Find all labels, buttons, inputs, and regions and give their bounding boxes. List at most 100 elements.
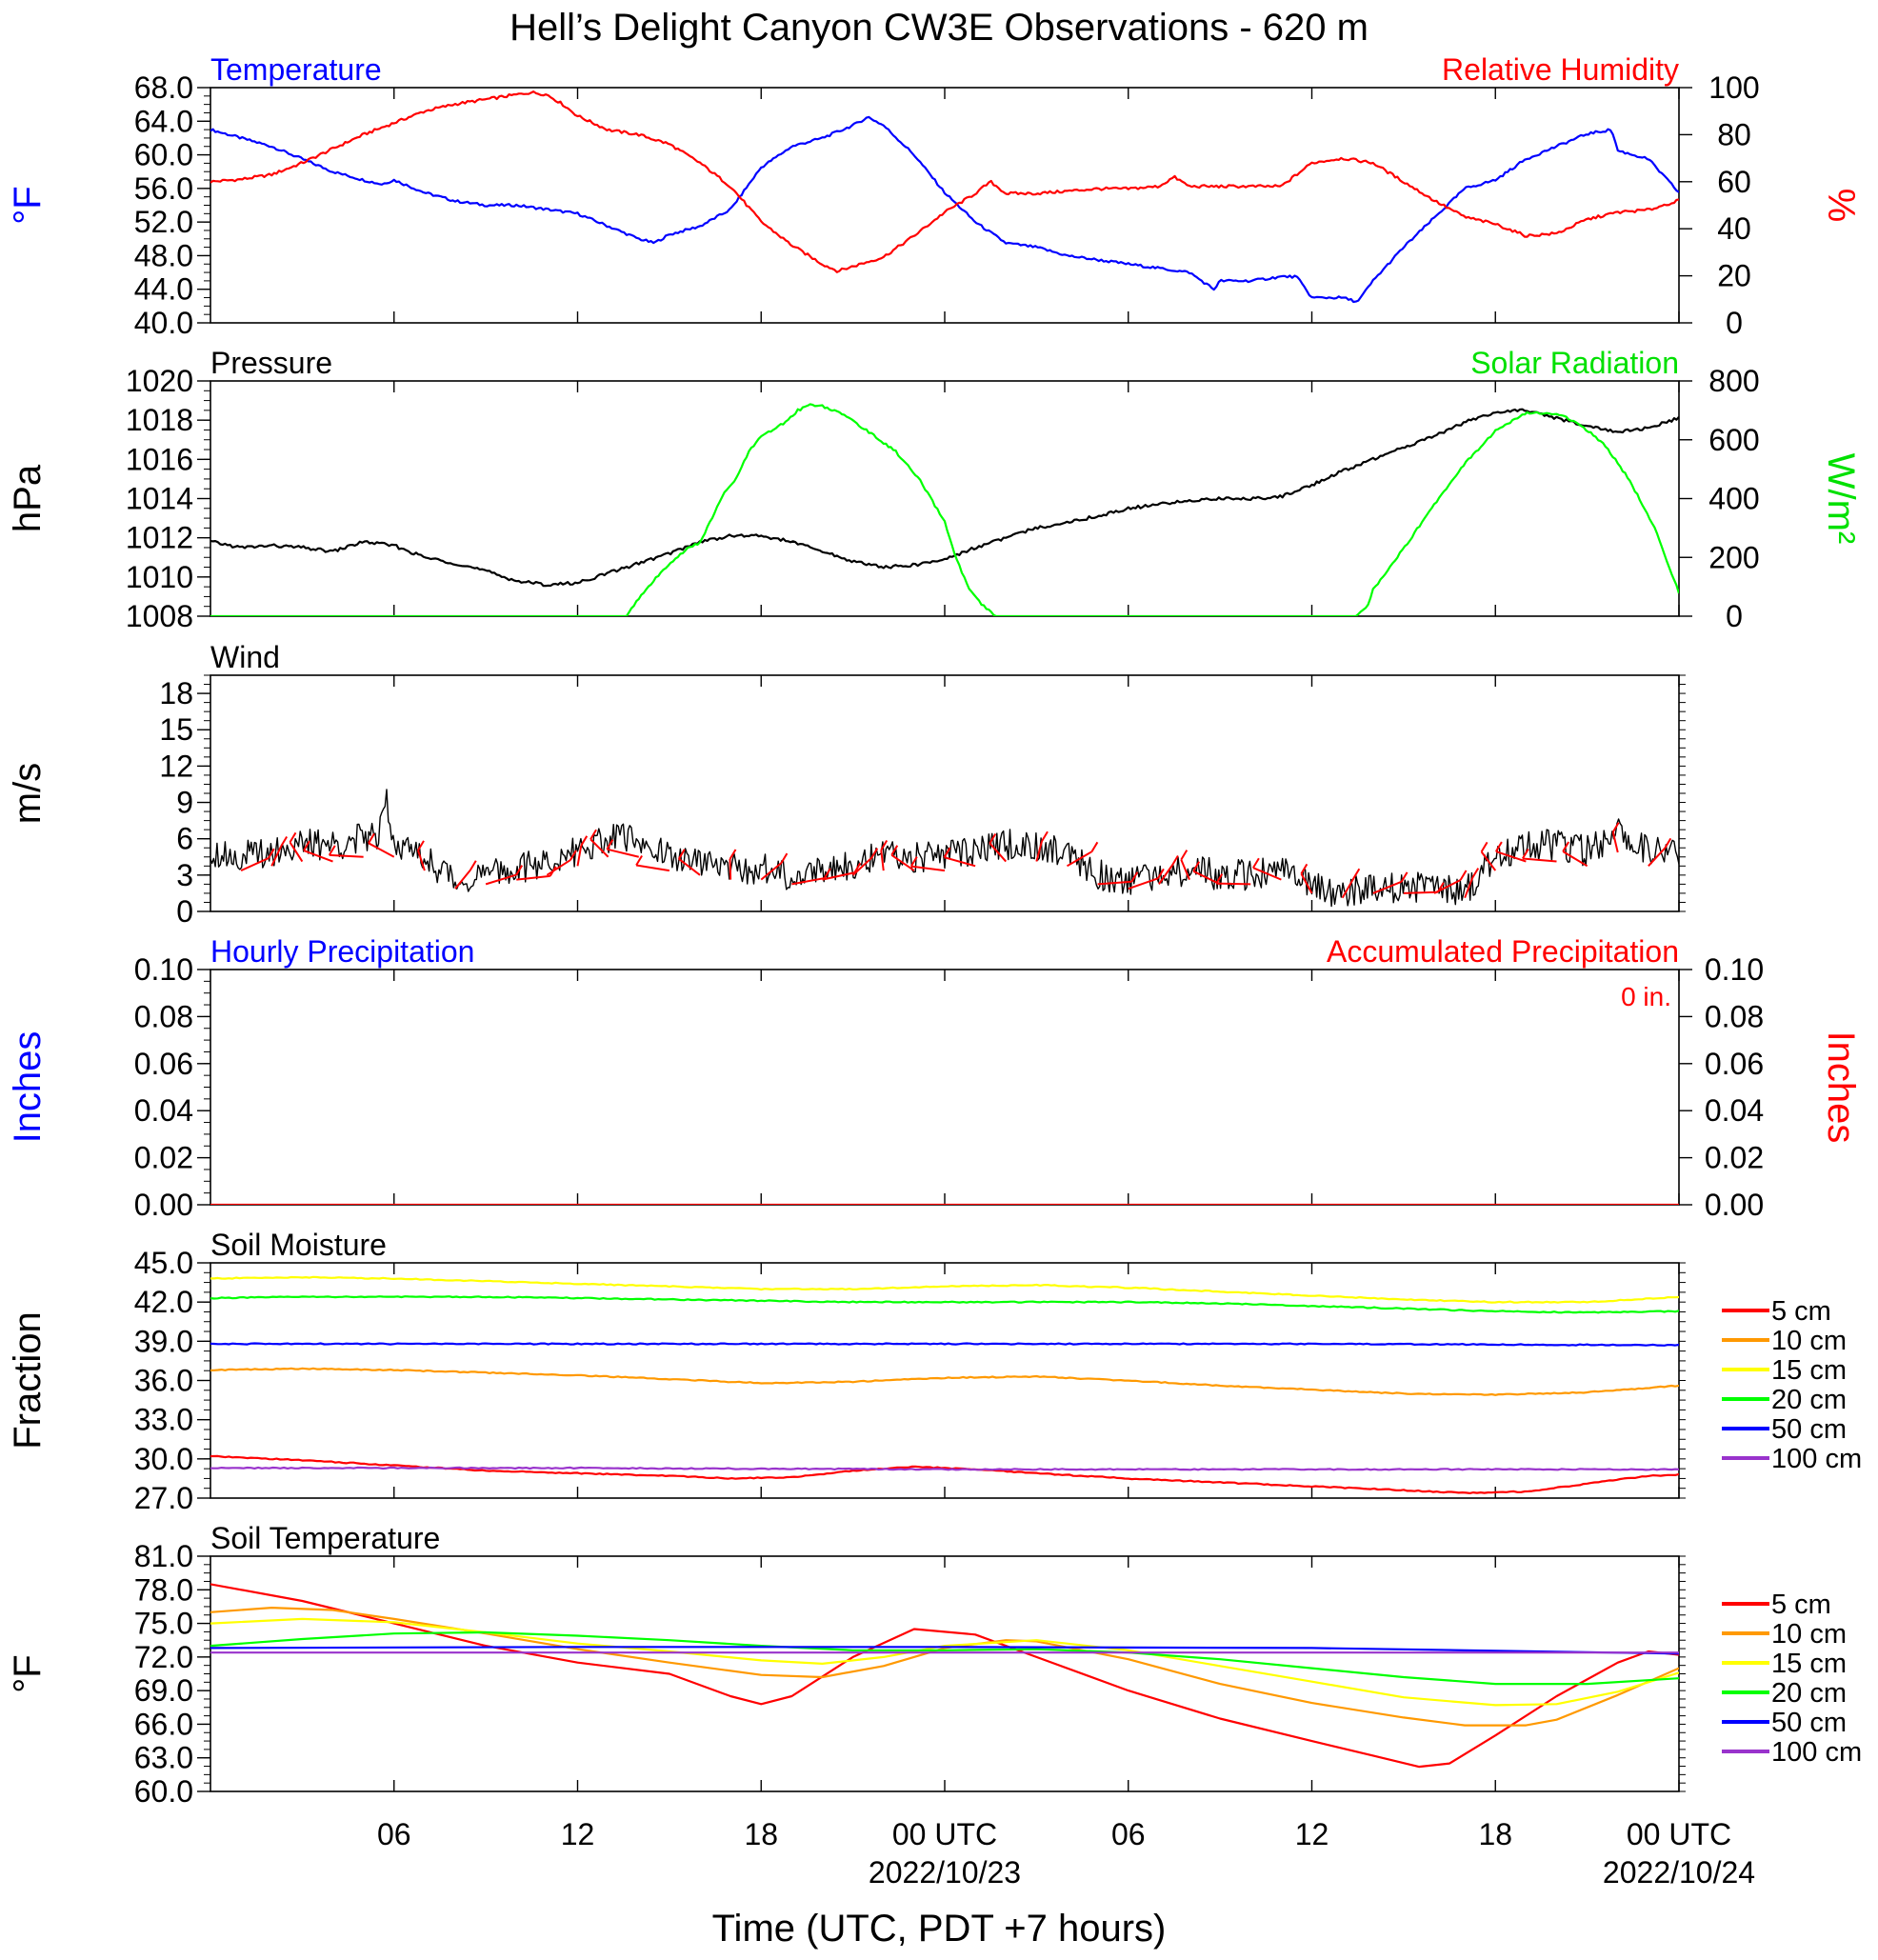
precipitation-left-tick-label: 0.04 xyxy=(134,1093,193,1128)
wind-barb-feather xyxy=(823,868,831,879)
wind-barb xyxy=(289,841,304,863)
wind-barb-feather xyxy=(569,850,577,861)
precipitation-frame xyxy=(210,969,1680,1206)
wind-barb-feather xyxy=(880,840,889,851)
temperature-humidity-left-tick-label: 52.0 xyxy=(134,205,193,239)
temperature-humidity-ylabel-right: % xyxy=(1820,189,1862,223)
precipitation-panel: 0.00 0.02 0.04 0.06 0.08 0.10 0.00 0.02 0.04 0.06… xyxy=(7,934,1862,1222)
temperature-humidity-right-tick-label: 60 xyxy=(1717,165,1751,199)
pressure-solar-left-tick-label: 1008 xyxy=(126,599,193,633)
pressure-solar-title-right: Solar Radiation xyxy=(1470,346,1679,380)
soil-moisture-left-tick-label: 27.0 xyxy=(134,1481,193,1515)
pressure-solar-right-tick-label: 800 xyxy=(1708,364,1759,398)
wind-barb-feather xyxy=(580,835,589,847)
wind-barb xyxy=(944,856,976,868)
wind-left-tick-label: 12 xyxy=(159,749,193,783)
temperature-humidity-left-tick-label: 40.0 xyxy=(134,306,193,340)
wind-barb-feather xyxy=(268,848,275,859)
soil-temperature-legend-label: 10 cm xyxy=(1771,1619,1847,1650)
wind-barb xyxy=(760,862,783,881)
wind-barb xyxy=(910,865,946,872)
wind-barb xyxy=(1341,877,1355,899)
precipitation-title-right: Accumulated Precipitation xyxy=(1327,934,1679,969)
soil-temperature-panel: 60.063.066.069.072.075.078.081.0 Soil Tem… xyxy=(7,1521,1862,1809)
wind-barb-feather xyxy=(1471,868,1480,879)
x-tick-label: 12 xyxy=(561,1817,595,1851)
wind-barb-feather xyxy=(890,845,899,856)
wind-barb xyxy=(1158,864,1173,885)
soil-temperature-series-5-cm xyxy=(210,1583,1679,1769)
wind-barb-feather xyxy=(1215,873,1224,885)
x-date-label: 2022/10/23 xyxy=(869,1855,1021,1890)
wind-barb-feather xyxy=(1521,849,1529,860)
precipitation-right-tick-label: 0.04 xyxy=(1705,1093,1764,1128)
pressure-solar-left-tick-label: 1014 xyxy=(126,482,193,516)
soil-moisture-left-tick-label: 30.0 xyxy=(134,1442,193,1476)
precipitation-left-tick-label: 0.10 xyxy=(134,952,193,987)
wind-barb-feather xyxy=(1157,868,1165,879)
wind-left-tick-label: 3 xyxy=(176,858,193,892)
wind-barb xyxy=(1562,850,1588,868)
soil-moisture-series-group xyxy=(210,1275,1679,1494)
wind-barb xyxy=(822,871,855,881)
wind-barb xyxy=(329,853,364,858)
soil-temperature-legend-label: 100 cm xyxy=(1771,1737,1862,1768)
temperature-humidity-left-tick-label: 68.0 xyxy=(134,70,193,105)
precipitation-right-tick-label: 0.02 xyxy=(1705,1141,1764,1175)
pressure-solar-ylabel-left: hPa xyxy=(7,464,49,532)
temperature-humidity-panel: 40.044.048.052.056.060.064.068.0 0 20 40 60 8… xyxy=(7,52,1862,340)
panels-group: 40.044.048.052.056.060.064.068.002040608… xyxy=(7,52,1862,1809)
wind-barb xyxy=(989,842,1007,863)
temperature-humidity-series-temperature xyxy=(210,115,1679,304)
wind-barb xyxy=(303,850,333,863)
wind-barb-feather xyxy=(1352,868,1361,879)
precipitation-left-tick-label: 0.00 xyxy=(134,1188,193,1222)
precipitation-ylabel-left: Inches xyxy=(7,1031,49,1144)
wind-series-group xyxy=(210,789,1679,908)
wind-barb xyxy=(1216,882,1251,886)
pressure-solar-right-tick-label: 400 xyxy=(1708,482,1759,516)
wind-barb xyxy=(1128,877,1159,890)
wind-series-wind xyxy=(210,789,1679,908)
wind-title-left: Wind xyxy=(210,640,280,674)
wind-barb xyxy=(851,856,872,876)
figure-title: Hell’s Delight Canyon CW3E Observations … xyxy=(509,7,1369,49)
soil-moisture-panel: 27.0 30.0 33.0 36.0 39.0 42.0 45.0 Soil Moistur… xyxy=(7,1228,1862,1515)
wind-barb-feather xyxy=(368,832,375,844)
wind-barb-feather xyxy=(943,847,951,858)
wind-barb xyxy=(890,853,915,871)
wind-barb xyxy=(454,870,471,890)
temperature-humidity-title-left: Temperature xyxy=(210,52,382,87)
wind-frame xyxy=(210,674,1680,912)
wind-barb xyxy=(729,858,732,880)
wind-barb xyxy=(1522,857,1557,863)
wind-barb xyxy=(1066,850,1092,868)
wind-barb xyxy=(791,877,825,886)
soil-moisture-legend-label: 100 cm xyxy=(1771,1444,1862,1474)
x-tick-label: 18 xyxy=(744,1817,778,1851)
wind-barb xyxy=(1035,840,1043,862)
pressure-solar-series-solar-radiation xyxy=(210,403,1679,616)
wind-ylabel-left: m/s xyxy=(7,763,49,824)
wind-barb-feather xyxy=(328,845,336,856)
wind-barb xyxy=(635,864,670,872)
pressure-solar-right-tick-label: 0 xyxy=(1726,599,1743,633)
temperature-humidity-left-tick-label: 60.0 xyxy=(134,138,193,172)
x-date-label: 2022/10/24 xyxy=(1603,1855,1755,1890)
wind-barb-feather xyxy=(635,854,643,867)
pressure-solar-series-group xyxy=(210,403,1679,616)
wind-barb-feather xyxy=(606,839,614,850)
wind-barb-feather xyxy=(1664,837,1672,849)
temperature-humidity-right-tick-label: 100 xyxy=(1708,70,1759,105)
temperature-humidity-left-tick-label: 44.0 xyxy=(134,272,193,307)
temperature-humidity-frame xyxy=(210,87,1680,324)
wind-barb xyxy=(1300,872,1313,894)
pressure-solar-series-pressure xyxy=(210,408,1679,588)
wind-barb-feather xyxy=(1130,871,1139,883)
wind-barb xyxy=(1495,850,1527,863)
soil-moisture-left-tick-label: 36.0 xyxy=(134,1364,193,1398)
temperature-humidity-ylabel-left: °F xyxy=(7,186,49,224)
